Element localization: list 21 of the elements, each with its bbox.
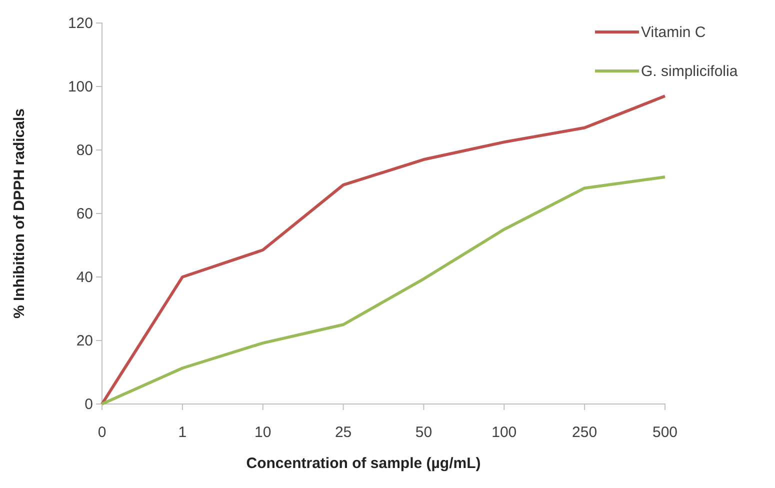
y-tick-label: 0 bbox=[84, 396, 93, 413]
x-axis-title: Concentration of sample (µg/mL) bbox=[246, 455, 481, 472]
legend-label: Vitamin C bbox=[641, 24, 706, 41]
x-tick-label: 250 bbox=[572, 424, 598, 441]
x-tick-label: 1 bbox=[178, 424, 187, 441]
y-axis-title: % Inhibition of DPPH radicals bbox=[11, 108, 28, 319]
y-tick-label: 120 bbox=[68, 14, 93, 32]
y-tick-label: 100 bbox=[68, 78, 93, 96]
legend-label: G. simplicifolia bbox=[641, 63, 738, 80]
x-tick-label: 500 bbox=[652, 424, 678, 441]
x-tick-label: 0 bbox=[98, 424, 106, 441]
y-tick-label: 60 bbox=[76, 205, 93, 222]
x-tick-label: 25 bbox=[334, 424, 352, 441]
y-tick-label: 80 bbox=[76, 142, 93, 159]
x-tick-label: 50 bbox=[415, 424, 432, 441]
y-tick-label: 20 bbox=[76, 332, 93, 350]
line-series bbox=[100, 175, 666, 406]
y-tick-label: 40 bbox=[76, 268, 93, 286]
line-series bbox=[100, 94, 666, 406]
x-tick-label: 10 bbox=[254, 424, 272, 441]
x-tick-label: 100 bbox=[492, 424, 517, 441]
